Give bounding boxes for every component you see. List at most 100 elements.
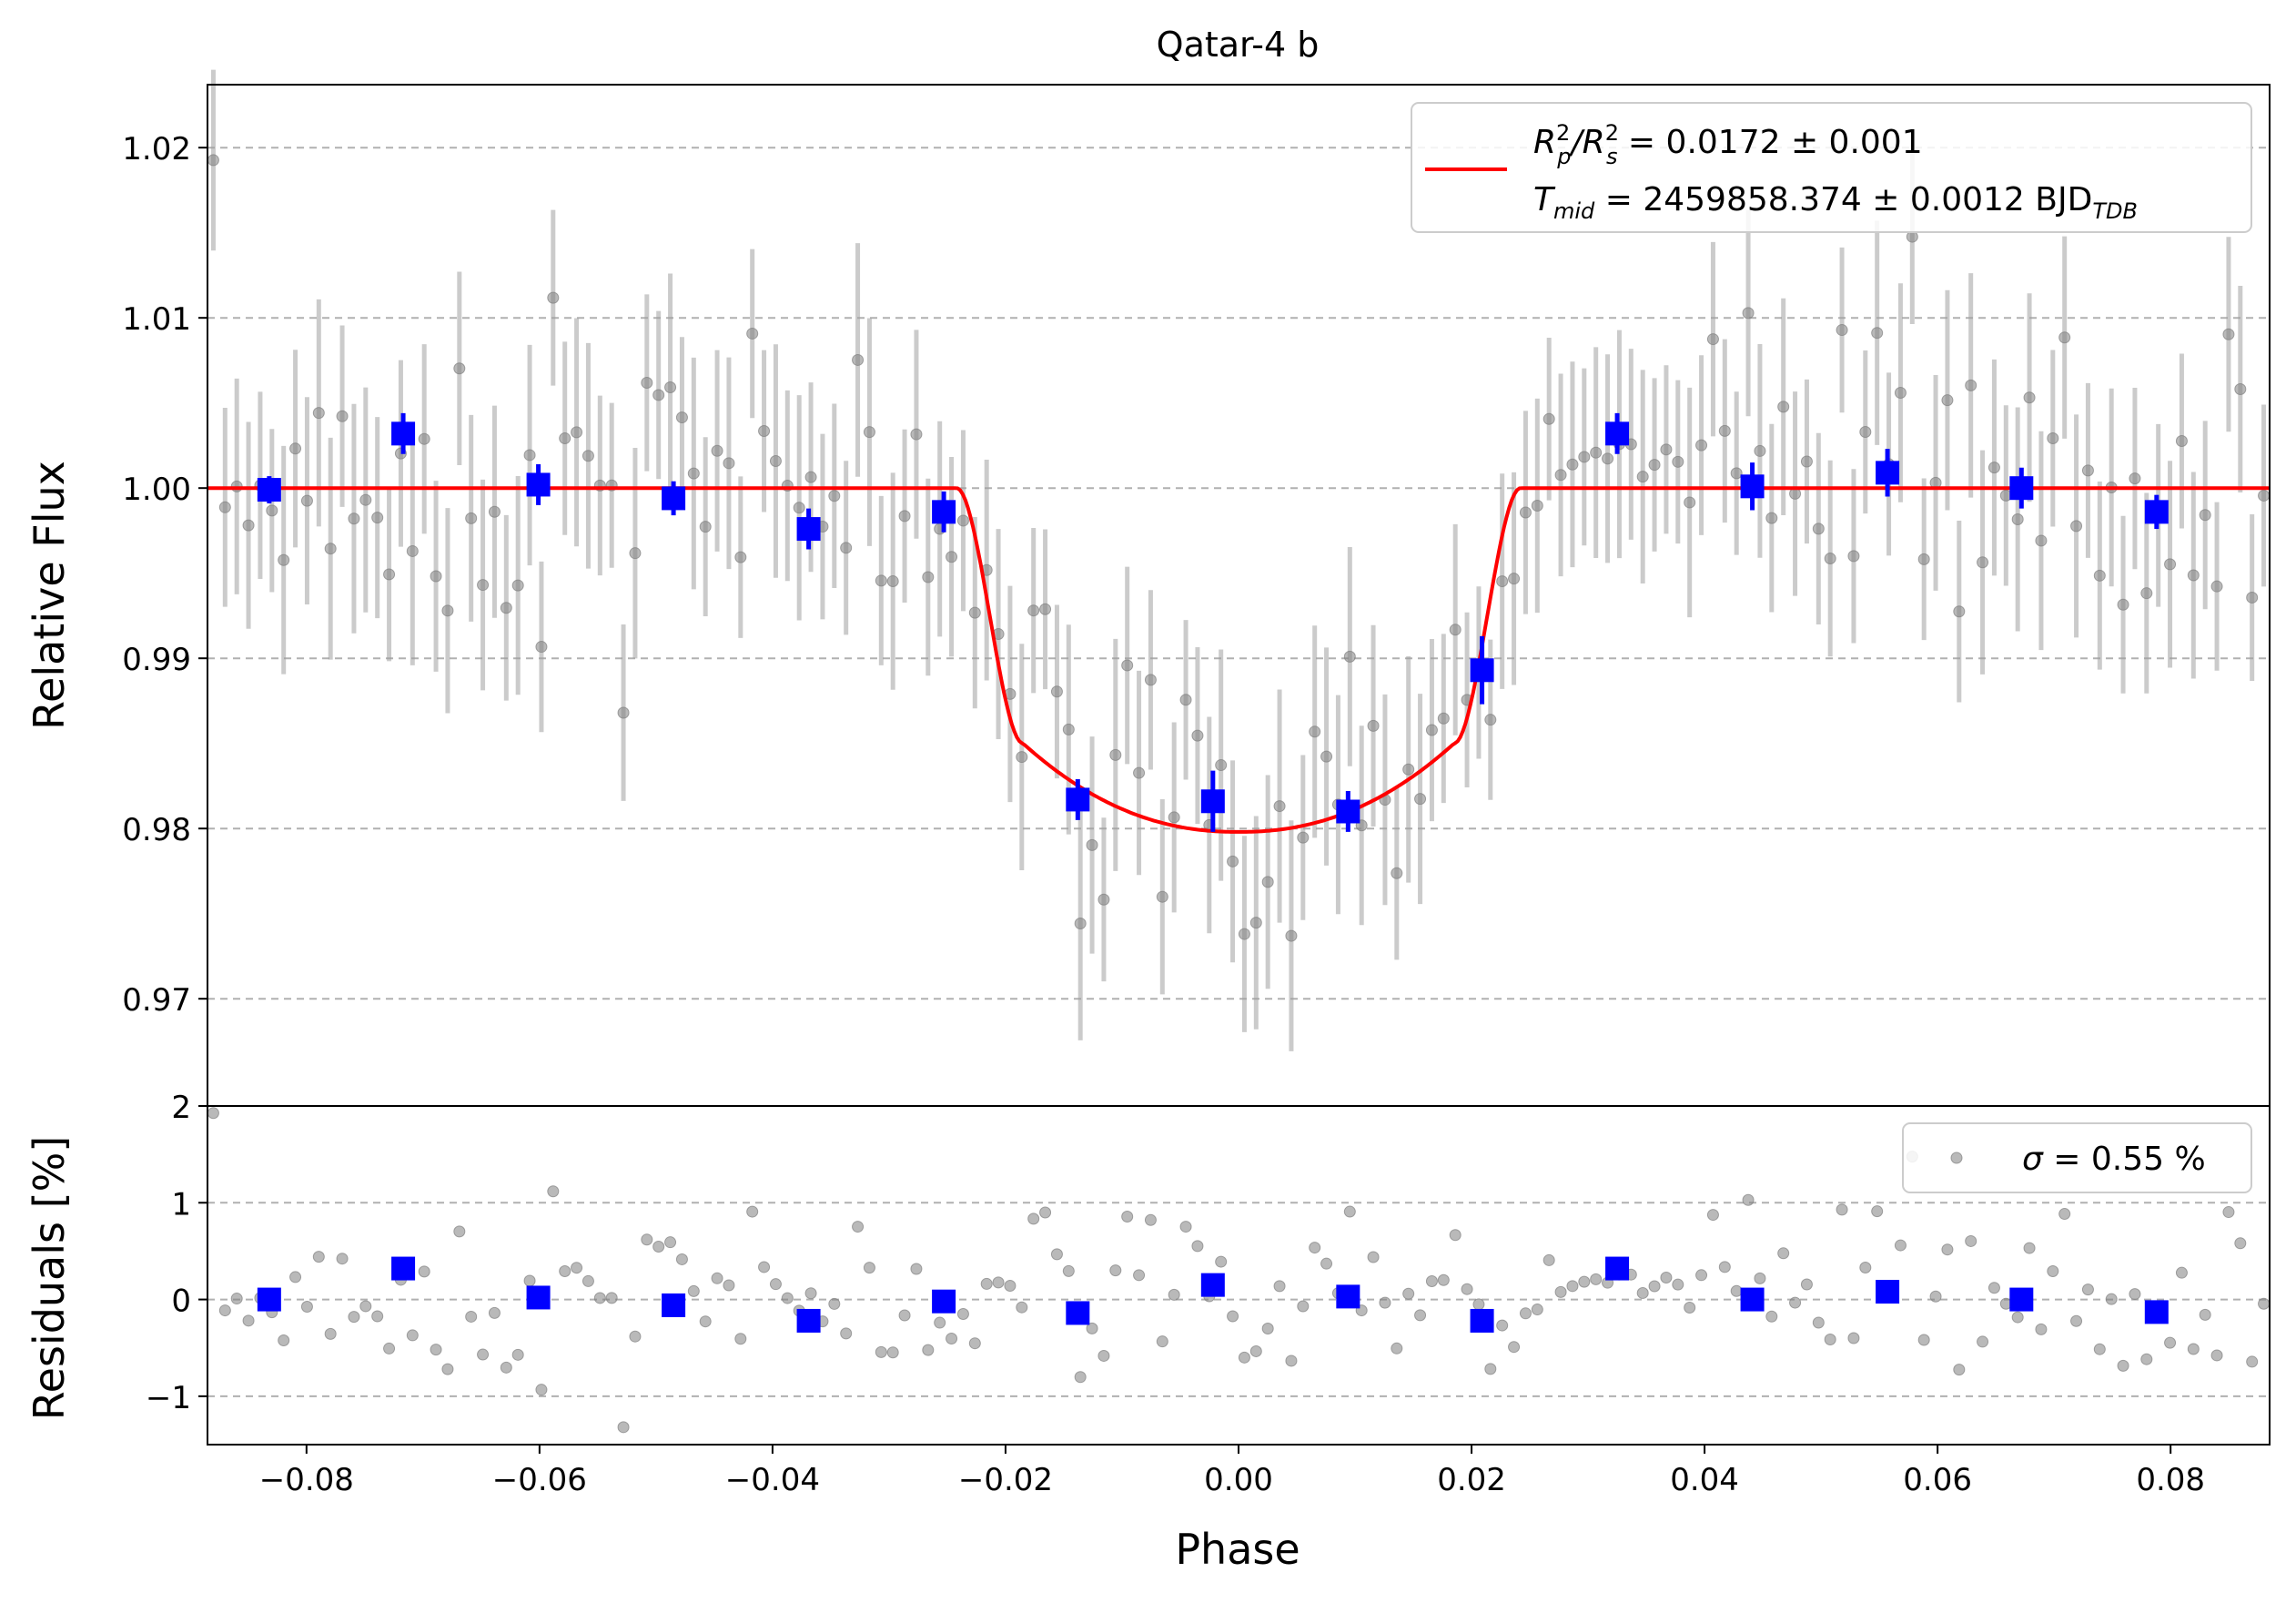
raw-flux-point [898, 510, 911, 522]
raw-residual-point [1016, 1301, 1028, 1314]
raw-residual-point [1273, 1280, 1286, 1293]
raw-flux-point [477, 579, 490, 592]
raw-flux-point [910, 428, 923, 441]
legend-residual-swatch [1950, 1152, 1963, 1164]
raw-flux-point [675, 411, 688, 424]
raw-residual-point [629, 1330, 642, 1343]
raw-flux-point [1050, 685, 1063, 698]
raw-flux-point [1602, 452, 1614, 465]
raw-residual-point [2129, 1288, 2141, 1301]
raw-flux-point [1566, 458, 1579, 471]
raw-flux-point [968, 606, 981, 619]
raw-residual-point [1742, 1193, 1755, 1206]
raw-flux-point [1519, 506, 1532, 519]
binned-residual-point [932, 1289, 956, 1314]
flux-y-tick-label: 1.01 [122, 301, 191, 338]
raw-residual-point [781, 1292, 794, 1304]
raw-flux-point [1062, 723, 1075, 736]
raw-flux-point [500, 602, 512, 614]
raw-residual-point [2222, 1206, 2235, 1219]
phase-x-tick-label: −0.06 [492, 1462, 587, 1498]
residuals-panel: 2 1 0 −1 −0.08 −0.06 −0.04 −0.02 0.00 0.02 0.04 0.… [25, 1090, 2271, 1574]
raw-residual-point [488, 1306, 501, 1319]
binned-flux-point [1740, 474, 1765, 499]
flux-y-tick-label: 1.02 [122, 131, 191, 167]
raw-flux-point [1484, 714, 1497, 726]
transit-model-line [207, 486, 2270, 834]
binned-residual-points [257, 1256, 2169, 1333]
residual-y-ticks: 2 1 0 −1 [146, 1090, 207, 1416]
raw-residual-point [1004, 1280, 1017, 1293]
raw-residual-point [2070, 1314, 2083, 1327]
raw-flux-point [1508, 573, 1521, 585]
raw-residual-point [980, 1277, 993, 1290]
binned-residual-point [1605, 1256, 1630, 1281]
raw-residual-point [1566, 1280, 1579, 1293]
raw-flux-point [1320, 750, 1333, 763]
binned-flux-point [2009, 476, 2034, 501]
raw-residual-point [840, 1327, 853, 1340]
raw-residual-point [218, 1304, 231, 1317]
raw-residual-point [1706, 1209, 1719, 1222]
raw-residual-point [1039, 1206, 1052, 1219]
raw-residual-point [675, 1253, 688, 1265]
raw-residual-point [2023, 1242, 2036, 1254]
raw-flux-point [1215, 759, 1228, 772]
raw-residual-point [1402, 1287, 1415, 1300]
raw-flux-point [1121, 659, 1134, 672]
raw-residual-point [641, 1233, 653, 1246]
residual-legend: σ = 0.55 % [1902, 1122, 2252, 1193]
raw-residual-point [1824, 1334, 1836, 1346]
raw-residual-point [2035, 1323, 2048, 1335]
binned-residual-point [1740, 1287, 1765, 1312]
phase-x-tick-label: 0.00 [1204, 1462, 1273, 1498]
raw-flux-point [2035, 534, 2048, 547]
raw-residual-point [2105, 1293, 2118, 1305]
raw-residual-point [1965, 1234, 1977, 1247]
raw-residual-point [1894, 1239, 1907, 1252]
flux-legend-box [1411, 102, 2252, 233]
raw-flux-point [488, 505, 501, 518]
raw-flux-point [1109, 748, 1122, 761]
raw-residual-point [1554, 1285, 1567, 1298]
phase-x-axis-label: Phase [1175, 1525, 1300, 1574]
residual-y-axis-label: Residuals [%] [25, 1136, 74, 1420]
raw-residual-point [348, 1311, 360, 1324]
raw-residual-point [1156, 1335, 1168, 1348]
raw-residual-point [1249, 1344, 1262, 1357]
raw-flux-point [840, 542, 853, 554]
raw-flux-point [1191, 729, 1204, 742]
phase-x-tick-label: −0.08 [259, 1462, 354, 1498]
raw-flux-point [2175, 434, 2188, 447]
raw-residual-point [1320, 1257, 1333, 1270]
raw-flux-point [441, 604, 454, 617]
legend-tmid-label: Tmid = 2459858.374 ± 0.0012 BJDTDB [1533, 181, 2138, 224]
raw-residual-point [1754, 1272, 1766, 1284]
residual-y-tick-label: 2 [171, 1090, 191, 1126]
raw-residual-point [371, 1310, 384, 1323]
raw-flux-point [1824, 553, 1836, 565]
raw-residual-point [898, 1309, 911, 1322]
raw-residual-point [1730, 1284, 1743, 1297]
raw-flux-point [1425, 724, 1438, 736]
raw-residual-point [875, 1345, 887, 1358]
raw-residual-point [1812, 1316, 1825, 1329]
raw-flux-point [1273, 800, 1286, 813]
raw-residual-point [571, 1262, 583, 1274]
raw-flux-point [406, 544, 419, 557]
raw-residual-point [1227, 1310, 1239, 1323]
raw-flux-point [2081, 464, 2094, 477]
raw-flux-point [641, 376, 653, 389]
raw-residual-point [500, 1361, 512, 1374]
binned-flux-point [1876, 461, 1900, 485]
raw-residual-point [1191, 1240, 1204, 1253]
raw-residual-point [1590, 1273, 1603, 1285]
raw-residual-point [523, 1274, 536, 1287]
raw-flux-point [1179, 694, 1192, 706]
raw-residual-point [1027, 1212, 1040, 1225]
raw-residual-point [1215, 1255, 1228, 1268]
raw-residual-point [1062, 1264, 1075, 1277]
raw-residual-point [547, 1185, 560, 1198]
raw-flux-point [699, 521, 712, 533]
chart-title: Qatar-4 b [1157, 25, 1320, 65]
